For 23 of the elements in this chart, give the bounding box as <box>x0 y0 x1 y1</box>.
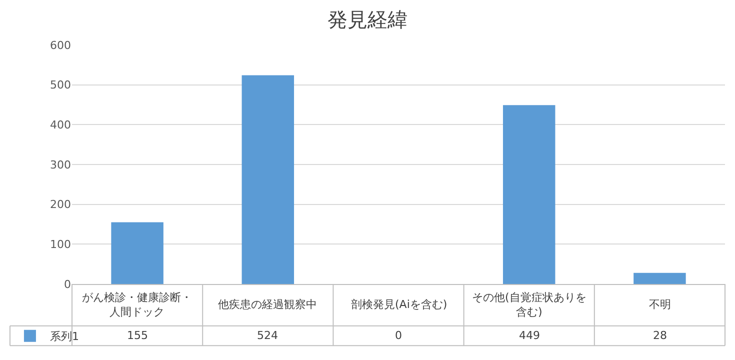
y-tick-label: 100 <box>50 238 71 252</box>
bar <box>634 272 686 284</box>
x-tick-label: 剖検発見(Aiを含む) <box>351 298 448 311</box>
data-label: 155 <box>127 329 148 342</box>
bar <box>502 105 556 284</box>
legend-label: 系列1 <box>50 330 79 344</box>
y-tick-label: 600 <box>50 38 71 52</box>
data-label: 524 <box>257 329 278 342</box>
bar <box>242 75 294 284</box>
y-tick-label: 400 <box>50 118 71 132</box>
data-label: 0 <box>395 329 402 342</box>
data-label: 28 <box>653 329 667 342</box>
bar <box>111 222 164 284</box>
x-tick-label: その他(自覚症状ありを含む) <box>472 291 586 318</box>
x-tick-label: がん検診・健康診断・人間ドック <box>82 291 192 318</box>
y-tick-label: 0 <box>64 278 71 291</box>
chart-title: 発見経緯 <box>328 8 408 32</box>
x-tick-label: 不明 <box>649 298 671 311</box>
x-tick-label: 他疾患の経過観察中 <box>218 298 317 311</box>
y-tick-label: 300 <box>50 158 71 172</box>
data-label: 449 <box>519 329 540 342</box>
y-tick-label: 200 <box>50 198 71 212</box>
y-tick-label: 500 <box>50 78 71 92</box>
